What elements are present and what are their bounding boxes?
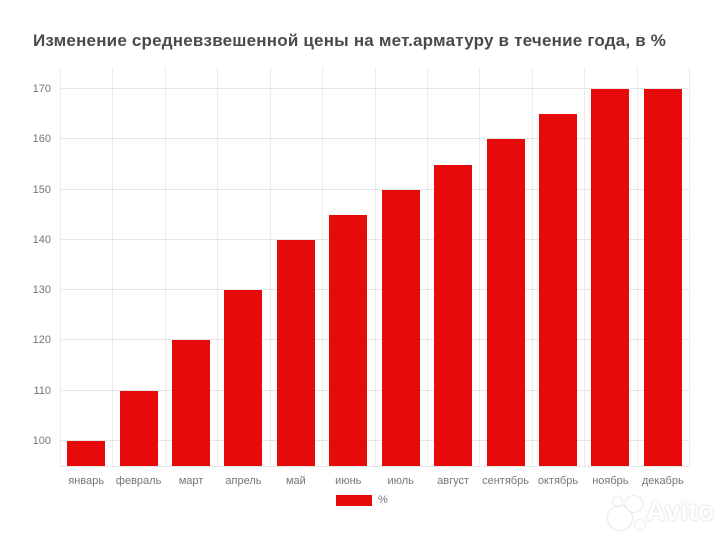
x-gridline (689, 67, 690, 466)
bar-март (172, 340, 211, 466)
y-axis-tick-label: 160 (32, 133, 51, 146)
x-gridline (60, 67, 61, 466)
bar-сентябрь (486, 139, 525, 466)
y-gridline (60, 138, 689, 140)
x-axis-label-декабрь: декабрь (641, 475, 684, 487)
legend-swatch (336, 495, 372, 506)
x-axis-label-апрель: апрель (225, 475, 262, 487)
x-axis-label-январь: январь (68, 475, 105, 487)
y-gridline (60, 88, 689, 90)
legend: % (336, 494, 388, 506)
x-gridline (584, 67, 586, 466)
x-gridline (426, 67, 428, 466)
x-gridline (112, 67, 114, 466)
x-axis-label-сентябрь: сентябрь (482, 475, 529, 487)
x-gridline (322, 67, 324, 466)
x-gridline (374, 67, 376, 466)
bar-июль (381, 189, 420, 466)
x-axis-label-февраль: февраль (115, 475, 162, 487)
x-axis-baseline (60, 466, 689, 467)
x-axis-label-июль: июль (387, 475, 414, 487)
chart-title: Изменение средневзвешенной цены на мет.а… (33, 31, 667, 50)
plot-area: 100 110 120 130 140 150 160 170 январь февраль мар… (33, 67, 690, 487)
y-axis-tick-label: 140 (32, 233, 51, 246)
x-gridline (531, 67, 533, 466)
y-axis-tick-label: 150 (32, 183, 51, 196)
y-gridline (60, 439, 689, 441)
y-gridline (60, 238, 689, 240)
x-gridline (269, 67, 271, 466)
bar-апрель (224, 290, 263, 466)
x-gridline (479, 67, 481, 466)
x-axis-label-август: август (437, 475, 470, 487)
bar-декабрь (643, 89, 682, 466)
bar-август (434, 164, 473, 466)
avito-logo-circle-medium-icon (626, 496, 642, 512)
bar-май (276, 239, 315, 466)
x-axis-label-май: май (285, 475, 306, 487)
x-gridline (164, 67, 166, 466)
bar-январь (67, 440, 106, 466)
bar-ноябрь (591, 89, 630, 466)
bar-июнь (329, 214, 368, 466)
x-gridline (636, 67, 638, 466)
avito-watermark-text: Avito (646, 496, 715, 526)
x-axis-label-июнь: июнь (335, 475, 362, 487)
y-gridline (60, 339, 689, 341)
bar-октябрь (538, 114, 577, 466)
x-axis-label-октябрь: октябрь (537, 475, 579, 487)
avito-logo-circle-small-icon (613, 497, 622, 506)
x-axis-label-ноябрь: ноябрь (592, 475, 629, 487)
y-axis-tick-label: 110 (33, 384, 51, 397)
y-axis-tick-label: 130 (32, 284, 51, 297)
avito-logo-circle-tiny-icon (635, 520, 645, 530)
y-gridline (60, 188, 689, 190)
y-axis-tick-label: 120 (32, 334, 51, 347)
x-gridline (217, 67, 219, 466)
y-axis-tick-label: 170 (32, 83, 51, 96)
y-gridline (60, 389, 689, 391)
x-axis-label-март: март (178, 475, 204, 487)
bar-февраль (119, 390, 158, 466)
y-gridline (60, 289, 689, 291)
legend-label: % (378, 494, 388, 506)
y-axis-tick-label: 100 (32, 434, 51, 447)
avito-watermark: Avito (606, 496, 718, 534)
